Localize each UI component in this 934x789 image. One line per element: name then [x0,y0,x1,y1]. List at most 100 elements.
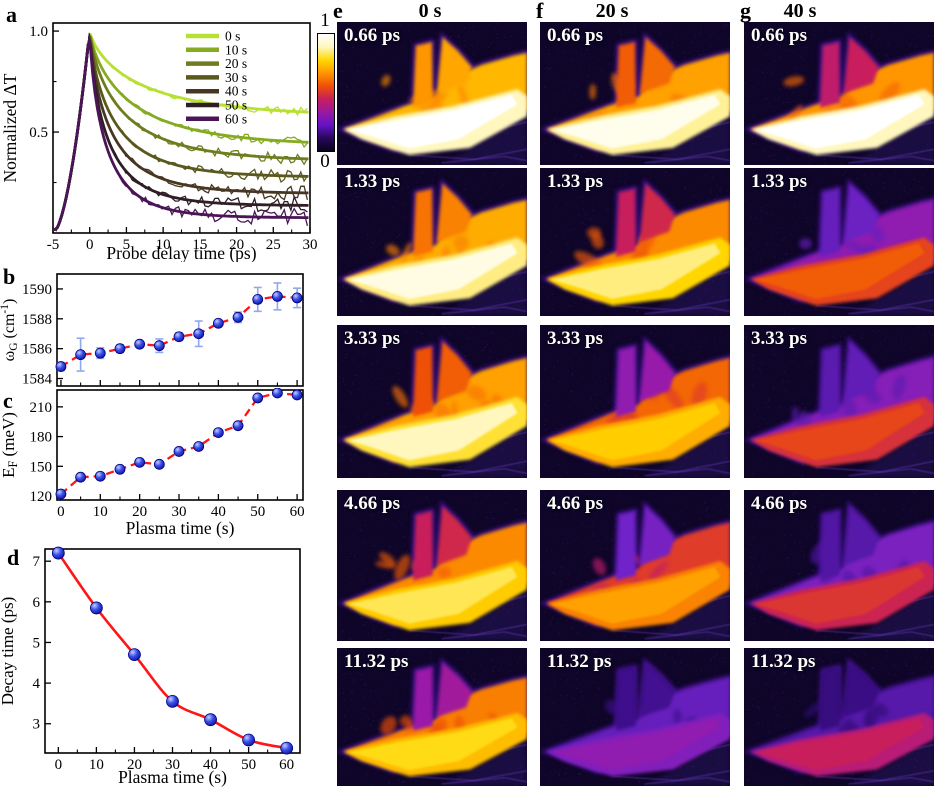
frame-time-label: 4.66 ps [344,493,400,514]
map-tile-f-2: 1.33 ps [540,168,730,316]
column-header-f: 20 s [595,0,629,22]
map-tile-f-5: 11.32 ps [540,648,730,786]
svg-text:60: 60 [279,757,294,773]
svg-text:25: 25 [266,237,281,253]
map-tile-g-1: 0.66 ps [744,22,934,165]
svg-text:50 s: 50 s [225,98,247,113]
heatmap-canvas [744,325,934,478]
svg-text:1590: 1590 [22,282,52,298]
frame-time-label: 1.33 ps [547,171,603,192]
heatmap-canvas [337,490,527,641]
svg-text:Normalized ΔT: Normalized ΔT [0,73,20,182]
map-tile-e-1: 0.66 ps [337,22,527,165]
frame-time-label: 1.33 ps [344,171,400,192]
svg-text:150: 150 [30,459,53,475]
map-tile-g-2: 1.33 ps [744,168,934,316]
frame-time-label: 1.33 ps [751,171,807,192]
frame-time-label: 4.66 ps [751,493,807,514]
svg-text:10: 10 [89,757,104,773]
heatmap-canvas [337,648,527,786]
column-header-g: 40 s [783,0,817,22]
frame-time-label: 11.32 ps [344,651,409,672]
svg-text:5: 5 [33,635,41,651]
frame-time-label: 3.33 ps [547,328,603,349]
heatmap-canvas [744,648,934,786]
panel-c-label: c [3,388,13,413]
frame-time-label: 0.66 ps [547,25,603,46]
svg-text:1586: 1586 [22,342,53,358]
chart-panel-d: 0 10 20 30 40 50 60 3 4 5 6 7 Plasma time (s) Decay t… [0,546,301,787]
svg-text:60: 60 [290,504,305,520]
svg-text:30 s: 30 s [225,70,247,85]
colorbar [317,33,335,152]
map-tile-e-2: 1.33 ps [337,168,527,316]
column-header-e: 0 s [418,0,442,22]
svg-text:30: 30 [172,504,187,520]
svg-text:40: 40 [203,757,218,773]
svg-text:Plasma time (s): Plasma time (s) [126,518,235,538]
map-tile-f-3: 3.33 ps [540,325,730,478]
panel-g-label: g [740,0,751,23]
heatmap-canvas [540,490,730,641]
svg-text:1584: 1584 [22,372,53,388]
frame-time-label: 11.32 ps [547,651,612,672]
heatmap-canvas [540,648,730,786]
svg-text:EF (meV): EF (meV) [0,412,20,478]
heatmap-canvas [540,325,730,478]
chart-panel-c: 0 10 20 30 40 50 60 120 150 180 210 Plasma time (s)… [0,388,305,538]
frame-time-label: 0.66 ps [751,25,807,46]
heatmap-canvas [744,490,934,641]
svg-text:120: 120 [30,489,53,505]
svg-text:0.5: 0.5 [29,125,48,141]
svg-text:0: 0 [86,237,94,253]
svg-text:10 s: 10 s [225,42,247,57]
svg-text:40: 40 [211,504,226,520]
svg-text:0: 0 [57,504,65,520]
svg-text:180: 180 [30,430,53,446]
svg-text:15: 15 [192,237,207,253]
svg-text:0: 0 [55,757,63,773]
map-tile-f-4: 4.66 ps [540,490,730,641]
frame-time-label: 3.33 ps [344,328,400,349]
svg-text:ωG (cm-1): ωG (cm-1) [0,299,20,362]
frame-time-label: 0.66 ps [344,25,400,46]
panel-f-label: f [536,0,544,23]
svg-text:0 s: 0 s [225,29,240,44]
map-tile-g-3: 3.33 ps [744,325,934,478]
svg-text:1588: 1588 [22,312,52,328]
map-tile-e-3: 3.33 ps [337,325,527,478]
svg-text:-5: -5 [47,237,60,253]
svg-text:5: 5 [123,237,131,253]
svg-text:30: 30 [165,757,180,773]
svg-text:20: 20 [127,757,142,773]
heatmap-canvas [540,22,730,165]
chart-panel-a: -5 0 5 10 15 20 25 30 0.5 1.0 Probe delay time (ps… [0,22,318,262]
svg-text:Plasma time (s): Plasma time (s) [118,767,227,787]
map-tile-e-5: 11.32 ps [337,648,527,786]
heatmap-canvas [744,22,934,165]
svg-text:60 s: 60 s [225,111,247,126]
svg-text:20: 20 [229,237,244,253]
heatmap-canvas [337,22,527,165]
map-tile-g-4: 4.66 ps [744,490,934,641]
map-tile-f-1: 0.66 ps [540,22,730,165]
svg-text:6: 6 [33,595,41,611]
heatmap-canvas [337,168,527,316]
svg-text:Decay time (ps): Decay time (ps) [0,597,17,706]
svg-text:40 s: 40 s [225,84,247,99]
svg-text:3: 3 [33,717,41,733]
colorbar-max-label: 1 [320,10,330,31]
svg-text:7: 7 [33,554,41,570]
colorbar-min-label: 0 [320,151,330,172]
panel-e-label: e [333,0,343,23]
svg-text:20 s: 20 s [225,56,247,71]
svg-text:20: 20 [132,504,147,520]
frame-time-label: 11.32 ps [751,651,816,672]
svg-text:4: 4 [33,676,41,692]
svg-text:50: 50 [241,757,256,773]
svg-text:210: 210 [30,400,53,416]
svg-text:10: 10 [156,237,171,253]
map-tile-g-5: 11.32 ps [744,648,934,786]
frame-time-label: 4.66 ps [547,493,603,514]
